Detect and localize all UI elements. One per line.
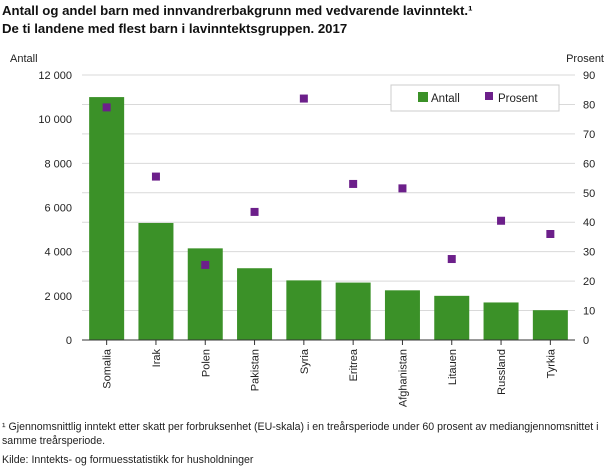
point — [151, 172, 160, 181]
x-tick-label: Russland — [496, 349, 508, 395]
chart-title: Antall og andel barn med innvandrerbakgr… — [2, 3, 473, 18]
bar — [138, 222, 174, 340]
legend: Antall Prosent — [390, 84, 560, 112]
legend-antall-label: Antall — [431, 93, 460, 105]
point — [398, 184, 407, 193]
right-y-ticks: 0 10 20 30 40 50 60 70 80 90 — [583, 70, 595, 347]
x-tick-label: Tyrkia — [545, 348, 557, 378]
y2-tick-label: 0 — [583, 335, 589, 347]
bar — [532, 310, 568, 340]
y-tick-label: 10 000 — [38, 114, 72, 126]
y-tick-label: 8 000 — [44, 158, 72, 170]
x-tick-label: Eritrea — [348, 348, 360, 381]
bar — [286, 280, 322, 340]
y-tick-label: 6 000 — [44, 203, 72, 215]
bar — [89, 97, 125, 340]
x-tick-label: Pakistan — [250, 349, 262, 391]
point — [497, 216, 506, 225]
bar-series — [89, 97, 568, 340]
bar — [434, 295, 470, 340]
point — [250, 207, 259, 216]
y2-axis-label: Prosent — [566, 53, 604, 65]
point — [447, 255, 456, 264]
bar — [335, 282, 371, 340]
y-tick-label: 2 000 — [44, 291, 72, 303]
y2-tick-label: 20 — [583, 276, 595, 288]
y-axis-label: Antall — [10, 53, 38, 65]
y2-tick-label: 40 — [583, 217, 595, 229]
x-tick-label: Somalia — [102, 348, 114, 389]
legend-prosent-label: Prosent — [498, 93, 538, 105]
x-tick-label: Irak — [151, 349, 163, 368]
x-tick-label: Afghanistan — [397, 349, 409, 407]
y2-tick-label: 80 — [583, 99, 595, 111]
point — [299, 94, 308, 103]
x-ticks: Somalia Irak Polen Pakistan Syria Eritrea Afgh… — [102, 340, 557, 407]
point — [349, 179, 358, 188]
chart-subtitle: De ti landene med flest barn i lavinntek… — [2, 21, 348, 36]
y-tick-label: 4 000 — [44, 247, 72, 259]
y2-tick-label: 10 — [583, 306, 595, 318]
x-tick-label: Syria — [299, 348, 311, 374]
left-y-ticks: 0 2 000 4 000 6 000 8 000 10 000 12 000 — [38, 70, 72, 347]
chart-title-block: Antall og andel barn med innvandrerbakgr… — [2, 2, 608, 38]
x-tick-label: Polen — [200, 349, 212, 377]
footnote: ¹ Gjennomsnittlig inntekt etter skatt pe… — [2, 421, 599, 447]
source-note: Kilde: Inntekts- og formuesstatistikk fo… — [2, 454, 254, 466]
y2-tick-label: 30 — [583, 247, 595, 259]
bar — [237, 268, 273, 340]
chart: 0 2 000 4 000 6 000 8 000 10 000 12 000 0 10 20 3… — [10, 53, 604, 407]
legend-antall-swatch — [418, 92, 428, 102]
y2-tick-label: 50 — [583, 188, 595, 200]
point — [201, 260, 210, 269]
bar — [384, 290, 420, 340]
y2-tick-label: 90 — [583, 70, 595, 82]
point — [102, 103, 111, 112]
point — [546, 230, 555, 238]
bar — [483, 302, 519, 340]
y2-tick-label: 60 — [583, 158, 595, 170]
y-tick-label: 0 — [66, 335, 72, 347]
y2-tick-label: 70 — [583, 129, 595, 141]
y-tick-label: 12 000 — [38, 70, 72, 82]
scatter-series — [102, 94, 555, 269]
x-tick-label: Litauen — [447, 349, 459, 385]
legend-prosent-swatch — [485, 92, 493, 100]
